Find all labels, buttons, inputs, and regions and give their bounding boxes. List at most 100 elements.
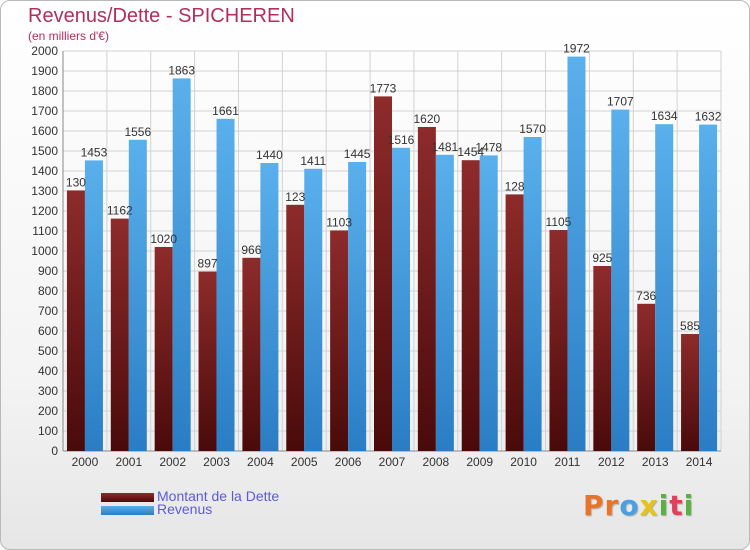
x-tick-label: 2000 [72,455,99,469]
x-tick-label: 2004 [247,455,274,469]
revenue-value-label: 1445 [344,147,371,161]
debt-bar [593,266,612,451]
debt-bar [549,230,568,451]
chart-subtitle: (en milliers d'€) [28,29,109,43]
revenue-bar [699,124,718,451]
revenue-value-label: 1556 [124,125,151,139]
revenue-value-label: 1632 [695,110,722,124]
revenue-bar [348,162,367,451]
logo-letter: t [669,489,684,522]
y-tick-label: 1700 [31,104,58,118]
y-tick-label: 1400 [31,164,58,178]
revenue-value-label: 1661 [212,104,239,118]
proxiti-logo: Proxiti [583,489,694,522]
legend-swatch-revenue [101,506,154,515]
debt-bar [66,190,85,451]
debt-value-label: 128 [505,179,525,193]
debt-bar [198,271,217,451]
debt-bar [461,160,480,451]
revenue-bar [567,56,586,451]
y-tick-label: 200 [38,404,58,418]
revenue-bar [611,109,630,451]
x-tick-label: 2003 [203,455,230,469]
revenue-bar [260,163,279,451]
revenue-value-label: 1634 [651,109,678,123]
y-tick-label: 100 [38,424,58,438]
revenue-value-label: 1516 [388,133,415,147]
x-tick-label: 2010 [510,455,537,469]
revenue-bar [523,137,542,451]
debt-bar [330,230,349,451]
revenue-bar [304,168,323,452]
debt-bar [417,127,436,451]
y-tick-label: 1900 [31,64,58,78]
revenue-value-label: 1411 [300,154,326,168]
y-tick-label: 700 [38,304,58,318]
y-tick-label: 1800 [31,84,58,98]
debt-value-label: 966 [241,243,261,257]
bars [66,56,718,452]
x-tick-label: 2008 [423,455,450,469]
x-tick-label: 2012 [598,455,625,469]
x-tick-label: 2014 [686,455,713,469]
chart-title: Revenus/Dette - SPICHEREN [28,5,295,27]
x-tick-label: 2002 [159,455,186,469]
revenue-value-label: 1453 [81,145,108,159]
x-tick-label: 2013 [642,455,669,469]
data-labels: 130 1453 1162 1556 1020 1863 897 1661 966 1440 123… [66,42,722,333]
debt-bar [286,204,305,451]
debt-value-label: 123 [285,190,305,204]
revenue-value-label: 1481 [432,140,459,154]
debt-value-label: 736 [636,289,656,303]
y-tick-label: 800 [38,284,58,298]
x-tick-label: 2009 [466,455,493,469]
y-tick-label: 1600 [31,124,58,138]
debt-bar [681,334,700,451]
debt-value-label: 1162 [107,204,133,218]
y-axis: 0 100 200 300 400 500 600 700 800 900 1000 1100 1200… [31,44,58,458]
revenue-bar [84,160,103,451]
y-tick-label: 1100 [32,224,58,238]
logo-letter: o [619,489,640,522]
debt-value-label: 1620 [414,112,441,126]
legend-label-debt: Montant de la Dette [157,488,280,504]
x-axis: 2000 2001 2002 2003 2004 2005 2006 2007 2008 2009… [72,455,713,469]
revenue-bar [479,155,498,451]
revenue-value-label: 1863 [168,63,195,77]
x-tick-label: 2011 [555,455,581,469]
debt-bar [154,247,173,451]
debt-bar [505,194,524,451]
debt-bar [374,96,392,452]
revenue-value-label: 1972 [563,42,590,56]
y-tick-label: 1500 [31,144,58,158]
y-tick-label: 2000 [31,44,58,58]
revenue-value-label: 1707 [607,95,634,109]
y-tick-label: 500 [38,344,58,358]
revenue-value-label: 1570 [519,122,546,136]
revenue-value-label: 1440 [256,148,283,162]
debt-value-label: 1454 [457,145,484,159]
x-tick-label: 2005 [291,455,318,469]
y-tick-label: 1200 [31,204,58,218]
revenue-bar [172,78,191,452]
logo-letter: P [583,489,605,522]
debt-value-label: 925 [592,251,612,265]
logo-letter: r [604,489,620,522]
debt-value-label: 1773 [370,81,397,95]
revenue-bar [216,118,235,452]
y-tick-label: 1300 [31,184,58,198]
legend-swatch-debt [101,493,154,502]
debt-value-label: 897 [198,257,218,271]
logo-letter: x [639,489,659,522]
revenue-bar [435,154,454,452]
revenue-bar [655,124,674,451]
y-tick-label: 300 [38,384,58,398]
debt-bar [637,303,656,451]
y-tick-label: 400 [38,364,58,378]
legend-label-revenue: Revenus [157,501,213,517]
y-tick-label: 600 [38,324,58,338]
debt-value-label: 585 [680,319,700,333]
logo-letter: i [658,489,670,522]
